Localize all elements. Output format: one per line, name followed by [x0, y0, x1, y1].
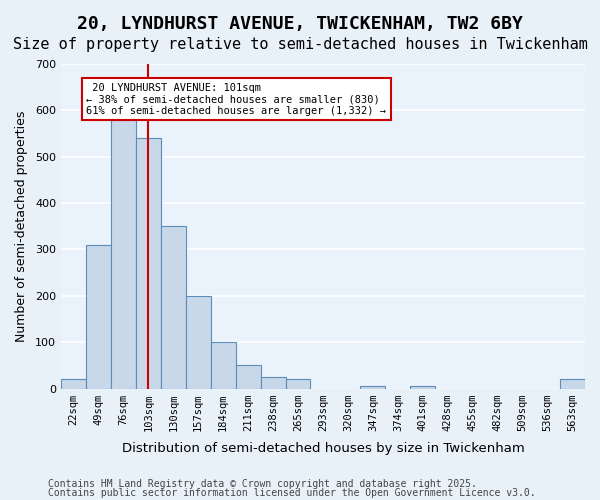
Bar [361, 386, 385, 388]
Bar [86, 245, 111, 388]
Bar [161, 226, 186, 388]
Bar [186, 296, 211, 388]
Text: 20, LYNDHURST AVENUE, TWICKENHAM, TW2 6BY: 20, LYNDHURST AVENUE, TWICKENHAM, TW2 6B… [77, 15, 523, 33]
Text: 20 LYNDHURST AVENUE: 101sqm
← 38% of semi-detached houses are smaller (830)
61% : 20 LYNDHURST AVENUE: 101sqm ← 38% of sem… [86, 82, 386, 116]
Bar [236, 366, 260, 388]
Bar [560, 380, 585, 388]
Bar [410, 386, 435, 388]
Bar [286, 380, 310, 388]
Text: Size of property relative to semi-detached houses in Twickenham: Size of property relative to semi-detach… [13, 38, 587, 52]
Bar [211, 342, 236, 388]
Y-axis label: Number of semi-detached properties: Number of semi-detached properties [15, 110, 28, 342]
Text: Contains public sector information licensed under the Open Government Licence v3: Contains public sector information licen… [48, 488, 536, 498]
X-axis label: Distribution of semi-detached houses by size in Twickenham: Distribution of semi-detached houses by … [122, 442, 524, 455]
Bar [136, 138, 161, 388]
Bar [260, 377, 286, 388]
Bar [111, 120, 136, 388]
Text: Contains HM Land Registry data © Crown copyright and database right 2025.: Contains HM Land Registry data © Crown c… [48, 479, 477, 489]
Bar [61, 380, 86, 388]
